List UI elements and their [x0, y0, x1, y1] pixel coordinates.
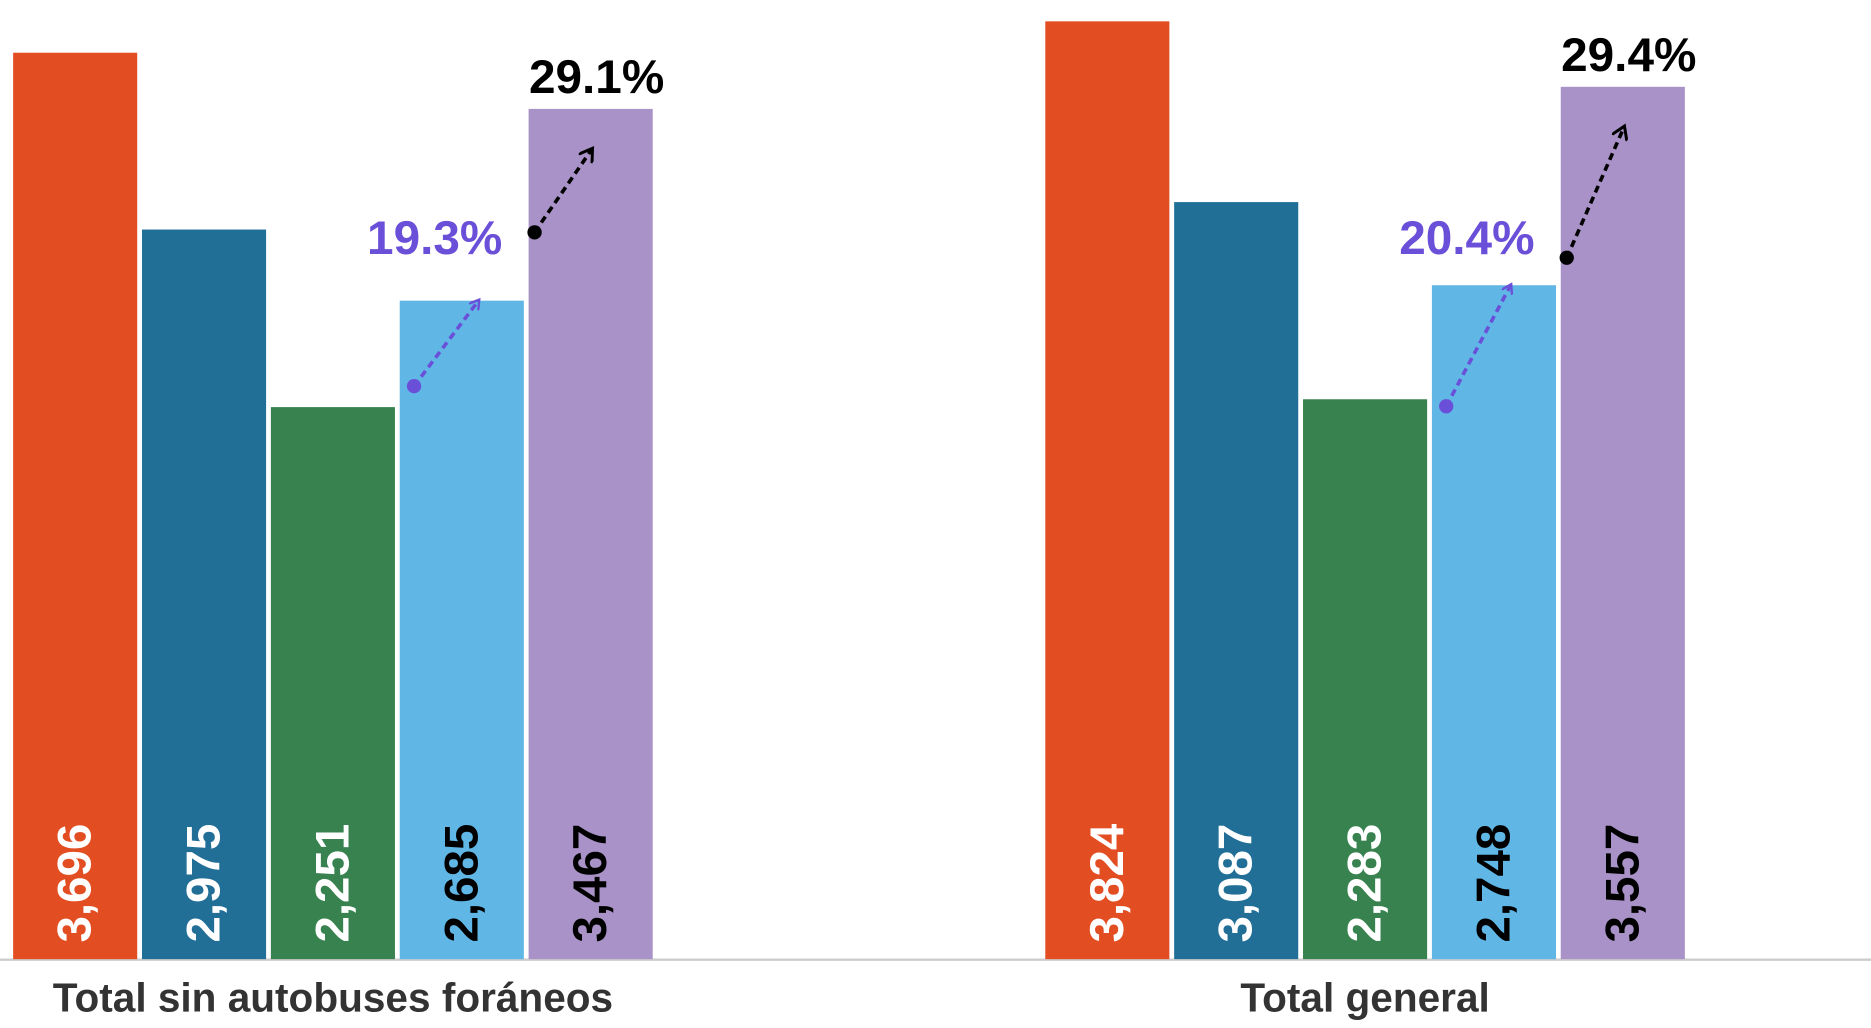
value-label: 2,251	[306, 824, 359, 943]
value-label: 2,975	[177, 824, 230, 943]
x-tick-label: Total sin autobuses foráneos	[53, 974, 613, 1020]
arrow-dot	[1559, 250, 1574, 265]
bar	[141, 229, 267, 960]
value-label: 3,557	[1596, 824, 1649, 943]
change-label: 29.4%	[1561, 29, 1696, 82]
change-arrow	[533, 149, 592, 234]
change-label: 19.3%	[367, 212, 502, 265]
bar	[13, 52, 138, 960]
value-label: 2,748	[1467, 824, 1520, 943]
bar	[528, 108, 653, 960]
value-label: 2,283	[1338, 824, 1391, 943]
bar	[399, 300, 524, 960]
change-arrow	[1565, 127, 1624, 259]
value-label: 3,087	[1210, 824, 1263, 943]
arrow-dot	[1439, 399, 1454, 414]
x-tick-label: Total general	[1240, 974, 1489, 1020]
change-label: 20.4%	[1399, 212, 1534, 265]
value-label: 3,467	[564, 824, 617, 943]
bar	[1431, 285, 1556, 960]
bar	[1045, 21, 1170, 960]
value-label: 3,824	[1081, 823, 1134, 942]
change-arrow	[412, 301, 478, 388]
arrow-dot	[406, 379, 422, 394]
bar	[1174, 202, 1299, 960]
value-label: 3,696	[49, 824, 102, 943]
arrow-dot	[527, 225, 542, 240]
bar	[1560, 86, 1685, 960]
bar	[1303, 399, 1428, 960]
bar	[270, 407, 395, 960]
value-label: 2,685	[435, 824, 488, 943]
change-label: 29.1%	[529, 51, 664, 104]
